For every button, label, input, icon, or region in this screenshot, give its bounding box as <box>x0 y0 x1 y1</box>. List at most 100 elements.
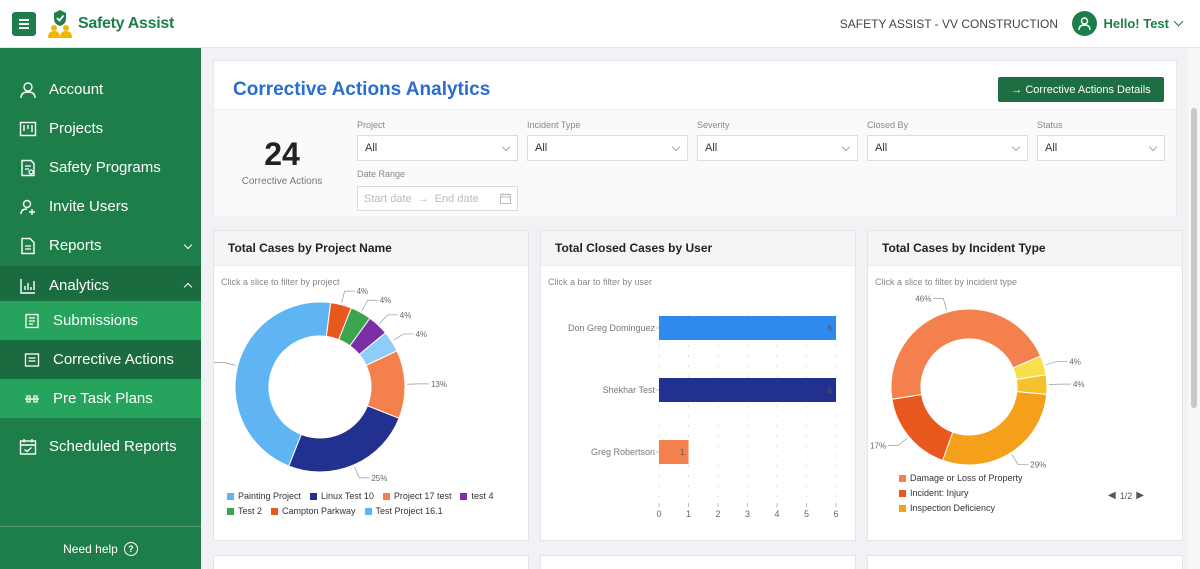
sidebar: Account Projects Safety Programs Invite … <box>0 48 201 569</box>
start-date-input[interactable]: Start date <box>364 192 412 205</box>
bar[interactable] <box>659 378 836 402</box>
legend-item[interactable]: Linux Test 10 <box>310 491 374 501</box>
y-tick-label: Don Greg Dominguez <box>568 323 656 333</box>
sidebar-item-reports[interactable]: Reports <box>0 226 201 265</box>
analytics-header-card: Corrective Actions Analytics → Correctiv… <box>213 60 1177 216</box>
project-select[interactable]: All <box>357 135 518 161</box>
filter-label-closed-by: Closed By <box>867 120 909 130</box>
label-line <box>933 298 948 311</box>
bar[interactable] <box>659 316 836 340</box>
pager-prev-icon[interactable]: ◀ <box>1108 490 1116 501</box>
legend-item[interactable]: Campton Parkway <box>271 506 356 516</box>
chart-card-incident-type: Total Cases by Incident Type Click a sli… <box>867 230 1183 541</box>
bottom-card <box>867 555 1183 569</box>
pre-task-plans-icon <box>22 389 42 409</box>
chart-title: Total Cases by Incident Type <box>868 231 1182 266</box>
pie-slice[interactable] <box>1015 374 1048 395</box>
sidebar-item-pre-task-plans[interactable]: Pre Task Plans <box>0 379 201 418</box>
closed-by-select[interactable]: All <box>867 135 1028 161</box>
bar[interactable] <box>659 440 689 464</box>
x-tick-label: 6 <box>833 509 838 519</box>
chevron-up-icon <box>183 282 193 292</box>
sidebar-item-scheduled-reports[interactable]: Scheduled Reports <box>0 427 201 466</box>
user-menu[interactable]: Hello! Test <box>1071 11 1184 36</box>
reports-icon <box>18 236 38 256</box>
corrective-actions-details-button[interactable]: → Corrective Actions Details <box>998 77 1164 102</box>
chart-card-user: Total Closed Cases by User Click a bar t… <box>540 230 856 541</box>
data-label: 29% <box>1030 461 1046 470</box>
logo[interactable]: Safety Assist <box>46 9 174 39</box>
sidebar-item-label: Invite Users <box>49 198 129 215</box>
x-tick-label: 4 <box>774 509 779 519</box>
severity-select-value: All <box>705 142 718 154</box>
end-date-input[interactable]: End date <box>434 192 479 205</box>
label-line <box>341 290 355 303</box>
user-greeting: Hello! Test <box>1103 16 1170 31</box>
filter-label-date-range: Date Range <box>357 169 406 179</box>
pie-slice[interactable] <box>358 332 398 366</box>
legend-item[interactable]: Incident: Injury <box>899 488 969 498</box>
pie-slice[interactable] <box>288 405 400 473</box>
scrollbar[interactable] <box>1188 48 1200 569</box>
legend-item[interactable]: Test Project 16.1 <box>364 506 443 516</box>
sidebar-item-projects[interactable]: Projects <box>0 109 201 148</box>
label-line <box>354 466 370 479</box>
filter-label-incident-type: Incident Type <box>527 120 581 130</box>
incident-type-select[interactable]: All <box>527 135 688 161</box>
legend-item[interactable]: Painting Project <box>227 491 301 501</box>
avatar <box>1071 11 1097 36</box>
chart-legend: Painting Project Linux Test 10 Project 1… <box>227 491 502 521</box>
date-range-picker[interactable]: Start date → End date <box>357 186 518 211</box>
pie-chart-incident-type[interactable]: 29% 17% 46% 4% 4% <box>868 231 1178 481</box>
filter-label-severity: Severity <box>697 120 730 130</box>
data-label: 4% <box>1069 357 1081 366</box>
chart-hint: Click a bar to filter by user <box>548 277 653 287</box>
help-icon: ? <box>123 542 138 556</box>
menu-icon[interactable] <box>12 12 36 36</box>
safety-programs-icon <box>18 158 38 178</box>
sidebar-item-analytics[interactable]: Analytics <box>0 266 201 305</box>
sidebar-item-invite-users[interactable]: Invite Users <box>0 187 201 226</box>
chart-hint: Click a slice to filter by incident type <box>875 277 1018 287</box>
chart-hint: Click a slice to filter by project <box>221 277 340 287</box>
label-line <box>393 333 414 341</box>
status-select[interactable]: All <box>1037 135 1165 161</box>
bar-value-label: 1 <box>680 448 685 457</box>
legend-pager: ◀ 1/2 ▶ <box>1108 490 1144 501</box>
legend-item[interactable]: test 4 <box>460 491 493 501</box>
filter-label-project: Project <box>357 120 386 130</box>
scheduled-reports-icon <box>18 437 38 457</box>
sidebar-item-label: Scheduled Reports <box>49 438 177 455</box>
pie-slice[interactable] <box>890 308 1042 400</box>
filter-area: 24 Corrective Actions Project All Incide… <box>214 109 1176 216</box>
legend-item[interactable]: Test 2 <box>227 506 262 516</box>
pie-slice[interactable] <box>941 390 1048 466</box>
legend-item[interactable]: Inspection Deficiency <box>899 503 995 513</box>
sidebar-item-safety-programs[interactable]: Safety Programs <box>0 148 201 187</box>
pie-slice[interactable] <box>234 301 332 467</box>
user-icon <box>1077 17 1091 31</box>
data-label: 25% <box>371 474 387 483</box>
legend-item[interactable]: Damage or Loss of Property <box>899 473 1023 483</box>
y-tick-label: Shekhar Test <box>603 385 656 395</box>
projects-icon <box>18 119 38 139</box>
bottom-card <box>213 555 529 569</box>
submissions-icon <box>22 311 42 331</box>
bar-chart-user[interactable]: 0 1 2 3 4 5 6 Don Greg Dominguez 6 Shekhar Test 6 G… <box>541 231 857 531</box>
severity-select[interactable]: All <box>697 135 858 161</box>
data-label: 4% <box>416 330 428 339</box>
pie-chart-project[interactable]: 13%25%46%4%4%4%4% <box>214 231 530 491</box>
sidebar-item-label: Corrective Actions <box>53 351 174 368</box>
pager-next-icon[interactable]: ▶ <box>1136 490 1144 501</box>
sidebar-item-account[interactable]: Account <box>0 70 201 109</box>
sidebar-item-submissions[interactable]: Submissions <box>0 301 201 340</box>
data-label: 46% <box>915 295 931 304</box>
data-label: 4% <box>380 296 392 305</box>
calendar-icon <box>500 193 511 204</box>
help-link[interactable]: Need help ? <box>0 542 201 556</box>
chevron-down-icon <box>1173 16 1184 27</box>
scrollbar-thumb[interactable] <box>1191 108 1197 408</box>
sidebar-item-corrective-actions[interactable]: Corrective Actions <box>0 340 201 379</box>
legend-item[interactable]: Project 17 test <box>382 491 451 501</box>
pie-slice[interactable] <box>891 393 954 462</box>
